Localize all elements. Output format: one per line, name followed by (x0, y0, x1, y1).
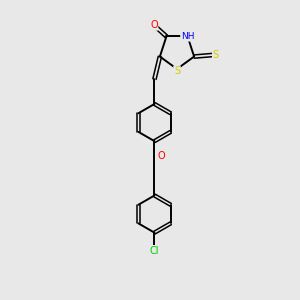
Text: NH: NH (181, 32, 194, 41)
Text: Cl: Cl (150, 246, 159, 256)
Text: O: O (157, 151, 165, 160)
Text: O: O (150, 20, 158, 30)
Text: S: S (174, 66, 180, 76)
Text: S: S (213, 50, 219, 60)
